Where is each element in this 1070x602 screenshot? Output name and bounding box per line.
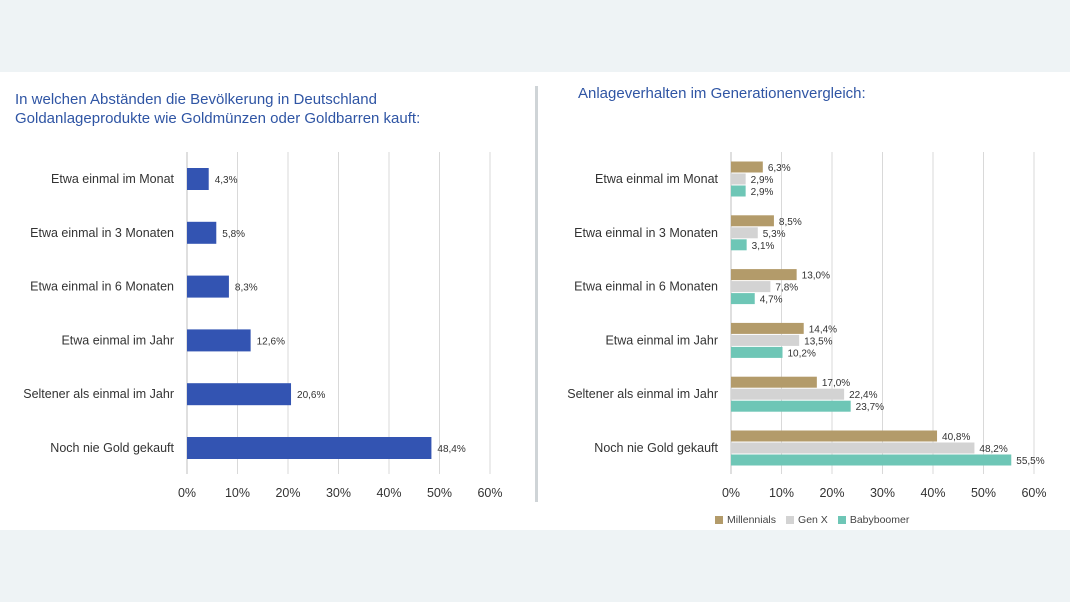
right-value-label-babyboomer: 3,1% bbox=[752, 241, 775, 252]
right-category-label-etwa-einmal-im-monat: Etwa einmal im Monat bbox=[595, 172, 718, 186]
right-value-label-babyboomer: 10,2% bbox=[788, 348, 816, 359]
right-x-tick-label: 0% bbox=[722, 486, 740, 500]
right-bar-babyboomer-etwa-einmal-in-6-monaten bbox=[731, 293, 755, 304]
right-x-tick-label: 50% bbox=[971, 486, 996, 500]
right-bar-millennials-noch-nie-gold-gekauft bbox=[731, 431, 937, 442]
right-bar-babyboomer-seltener-als-einmal-im-jahr bbox=[731, 401, 851, 412]
right-value-label-millennials: 17,0% bbox=[822, 378, 850, 389]
right-category-label-etwa-einmal-in-6-monaten: Etwa einmal in 6 Monaten bbox=[574, 280, 718, 294]
right-value-label-babyboomer: 23,7% bbox=[856, 402, 884, 413]
right-bar-millennials-etwa-einmal-in-3-monaten bbox=[731, 215, 774, 226]
right-bar-gen-x-noch-nie-gold-gekauft bbox=[731, 443, 974, 454]
right-category-label-noch-nie-gold-gekauft: Noch nie Gold gekauft bbox=[594, 441, 718, 455]
right-bar-gen-x-etwa-einmal-in-6-monaten bbox=[731, 281, 770, 292]
right-value-label-millennials: 40,8% bbox=[942, 432, 970, 443]
right-bar-gen-x-etwa-einmal-im-monat bbox=[731, 174, 746, 185]
legend: Millennials Gen X Babyboomer bbox=[715, 512, 909, 528]
legend-item-millennials: Millennials bbox=[715, 514, 776, 526]
right-bar-babyboomer-etwa-einmal-in-3-monaten bbox=[731, 239, 747, 250]
right-grouped-bar-chart: 0% 10% 20% 30% 40% 50% 60% Etwa einmal im Monat… bbox=[0, 0, 1070, 602]
right-value-label-babyboomer: 55,5% bbox=[1016, 456, 1044, 467]
right-value-label-millennials: 14,4% bbox=[809, 324, 837, 335]
right-bar-gen-x-etwa-einmal-im-jahr bbox=[731, 335, 799, 346]
right-bar-millennials-etwa-einmal-im-jahr bbox=[731, 323, 804, 334]
legend-swatch-babyboomer bbox=[838, 516, 846, 524]
right-bar-millennials-etwa-einmal-im-monat bbox=[731, 162, 763, 173]
right-category-label-seltener-als-einmal-im-jahr: Seltener als einmal im Jahr bbox=[567, 387, 718, 401]
right-x-tick-label: 40% bbox=[920, 486, 945, 500]
right-value-label-gen-x: 48,2% bbox=[979, 444, 1007, 455]
right-value-label-gen-x: 5,3% bbox=[763, 229, 786, 240]
right-x-tick-label: 20% bbox=[819, 486, 844, 500]
right-bar-gen-x-etwa-einmal-in-3-monaten bbox=[731, 227, 758, 238]
right-value-label-babyboomer: 4,7% bbox=[760, 295, 783, 306]
right-value-label-millennials: 6,3% bbox=[768, 163, 791, 174]
right-x-tick-label: 30% bbox=[870, 486, 895, 500]
right-value-label-gen-x: 22,4% bbox=[849, 390, 877, 401]
right-value-label-gen-x: 13,5% bbox=[804, 336, 832, 347]
right-value-label-millennials: 13,0% bbox=[802, 271, 830, 282]
legend-label-babyboomer: Babyboomer bbox=[850, 514, 910, 526]
right-bar-millennials-etwa-einmal-in-6-monaten bbox=[731, 269, 797, 280]
legend-swatch-gen-x bbox=[786, 516, 794, 524]
right-x-tick-label: 60% bbox=[1021, 486, 1046, 500]
legend-item-gen-x: Gen X bbox=[786, 514, 828, 526]
right-bar-babyboomer-noch-nie-gold-gekauft bbox=[731, 455, 1011, 466]
right-category-label-etwa-einmal-im-jahr: Etwa einmal im Jahr bbox=[605, 333, 718, 347]
legend-label-millennials: Millennials bbox=[727, 514, 776, 526]
right-value-label-babyboomer: 2,9% bbox=[751, 187, 774, 198]
legend-item-babyboomer: Babyboomer bbox=[838, 514, 910, 526]
right-bar-gen-x-seltener-als-einmal-im-jahr bbox=[731, 389, 844, 400]
right-bar-babyboomer-etwa-einmal-im-jahr bbox=[731, 347, 783, 358]
legend-swatch-millennials bbox=[715, 516, 723, 524]
legend-label-gen-x: Gen X bbox=[798, 514, 828, 526]
right-category-label-etwa-einmal-in-3-monaten: Etwa einmal in 3 Monaten bbox=[574, 226, 718, 240]
right-value-label-millennials: 8,5% bbox=[779, 217, 802, 228]
right-value-label-gen-x: 2,9% bbox=[751, 175, 774, 186]
right-x-tick-label: 10% bbox=[769, 486, 794, 500]
right-bar-babyboomer-etwa-einmal-im-monat bbox=[731, 186, 746, 197]
right-value-label-gen-x: 7,8% bbox=[775, 283, 798, 294]
right-bar-millennials-seltener-als-einmal-im-jahr bbox=[731, 377, 817, 388]
